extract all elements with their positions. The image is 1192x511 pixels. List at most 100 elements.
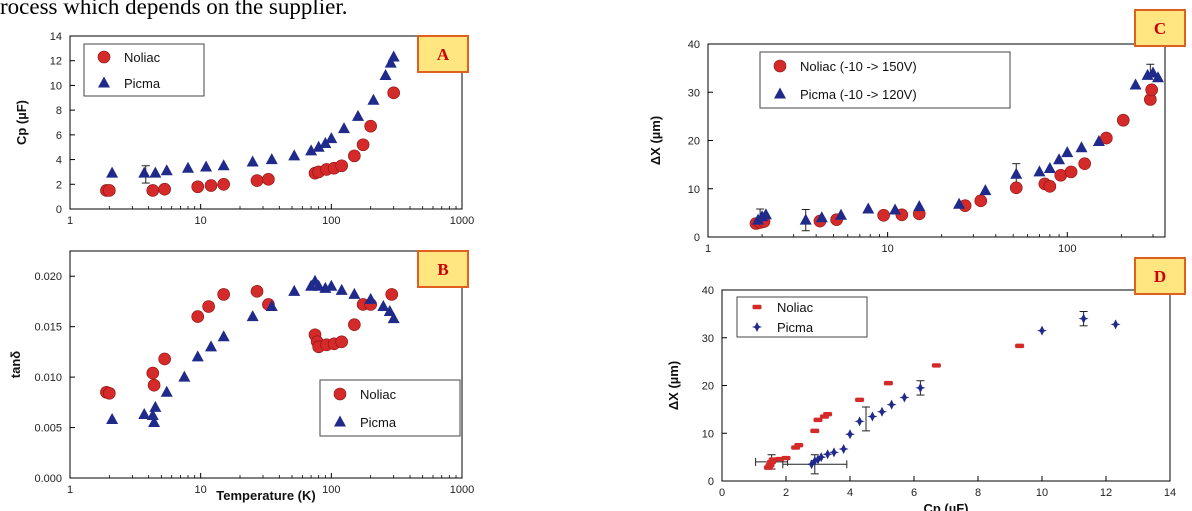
- legend-marker: [333, 387, 347, 401]
- data-point: [1043, 161, 1056, 173]
- data-point: [383, 305, 396, 317]
- x-tick-label: 6: [911, 487, 917, 499]
- y-tick-label: 20: [702, 381, 714, 393]
- data-point: [915, 382, 926, 393]
- data-point: [809, 455, 820, 466]
- data-point: [838, 444, 849, 455]
- data-point: [217, 159, 230, 171]
- x-tick-label: 8: [975, 487, 981, 499]
- data-point: [312, 279, 325, 291]
- data-point: [250, 285, 264, 298]
- series-noliac-d: [763, 343, 1025, 470]
- data-point: [387, 86, 400, 100]
- legend-entry: Noliac: [124, 50, 161, 65]
- y-tick-label: 30: [702, 333, 714, 345]
- y-tick-label: 10: [702, 428, 714, 440]
- data-point: [889, 203, 902, 215]
- data-point: [384, 56, 397, 68]
- chart-panel-d: 0 2 4 6 8 10 12 14 0 10 20 30 40 Cp (µF) ΔX (µm) Noliac…: [666, 257, 1186, 511]
- data-point: [822, 449, 833, 460]
- legend-marker: [774, 87, 786, 99]
- legend-entry: Picma: [777, 320, 814, 335]
- data-point: [288, 284, 301, 296]
- data-point: [1015, 343, 1025, 349]
- data-point: [217, 330, 230, 342]
- legend-box-c: [759, 51, 1011, 109]
- data-point: [200, 160, 213, 172]
- data-point: [877, 406, 887, 417]
- data-point: [1009, 181, 1023, 195]
- x-tick-label: 1: [705, 243, 711, 255]
- y-tick-label: 0.020: [34, 271, 62, 283]
- data-point: [1129, 78, 1142, 90]
- series-picma-c: [752, 66, 1165, 225]
- data-point: [335, 283, 348, 295]
- data-point: [106, 166, 119, 178]
- data-point: [385, 288, 399, 301]
- x-tick-label: 10: [882, 243, 894, 255]
- legend-entry: Picma: [360, 415, 397, 430]
- data-point: [379, 69, 392, 81]
- data-point: [138, 407, 151, 419]
- data-point: [931, 363, 941, 368]
- data-point: [147, 378, 161, 392]
- data-point: [979, 184, 992, 196]
- legend-box-d: [736, 296, 868, 338]
- data-point: [1110, 319, 1121, 330]
- data-point: [854, 416, 865, 427]
- y-tick-label: 0.000: [34, 473, 62, 485]
- legend-entry: Noliac: [777, 300, 814, 315]
- y-tick-label: 40: [702, 285, 714, 297]
- header-text: rocess which depends on the supplier.: [0, 0, 348, 19]
- x-tick-label: 4: [847, 487, 853, 499]
- panel-label: A: [437, 45, 450, 64]
- data-point: [1061, 146, 1074, 158]
- data-point: [899, 392, 910, 403]
- y-tick-label: 0.005: [34, 423, 62, 435]
- data-point: [815, 211, 828, 223]
- x-tick-label: 0: [719, 487, 725, 499]
- y-axis-label: ΔX (µm): [648, 116, 663, 165]
- data-point: [1043, 180, 1057, 193]
- chart-panel-b: 1 10 100 1000 0.000 0.005 0.010 0.015 0.020 Tempe…: [8, 250, 474, 503]
- data-point: [146, 184, 160, 197]
- panel-label: C: [1154, 19, 1166, 38]
- legend-marker: [752, 304, 762, 310]
- data-point: [146, 366, 160, 380]
- data-point: [816, 452, 827, 463]
- data-point: [364, 292, 377, 304]
- panel-label: B: [437, 260, 448, 279]
- data-point: [352, 109, 365, 121]
- data-point: [883, 380, 893, 386]
- data-point: [1037, 325, 1047, 336]
- legend-marker: [773, 59, 787, 73]
- data-point: [765, 463, 775, 468]
- data-point: [834, 208, 847, 220]
- data-point: [1078, 313, 1089, 324]
- data-point: [886, 399, 897, 410]
- data-point: [1145, 83, 1158, 97]
- data-point: [364, 119, 377, 133]
- data-point: [265, 153, 278, 165]
- data-point: [377, 299, 390, 311]
- y-tick-label: 30: [688, 87, 700, 99]
- data-point: [265, 299, 278, 311]
- y-tick-label: 40: [688, 39, 700, 51]
- data-point: [103, 386, 116, 400]
- x-tick-label: 100: [322, 215, 340, 227]
- data-point: [205, 340, 218, 352]
- data-point: [191, 350, 204, 362]
- legend-entry: Picma: [124, 76, 161, 91]
- data-point: [217, 177, 230, 191]
- data-point: [810, 428, 820, 434]
- data-point: [146, 408, 159, 420]
- data-point: [1152, 71, 1165, 83]
- data-point: [335, 159, 348, 173]
- y-tick-label: 10: [50, 80, 62, 92]
- data-point: [794, 442, 804, 448]
- y-tick-label: 20: [688, 136, 700, 148]
- data-point: [312, 140, 325, 152]
- data-point: [1053, 153, 1066, 165]
- data-point: [348, 287, 361, 299]
- data-point: [387, 312, 400, 324]
